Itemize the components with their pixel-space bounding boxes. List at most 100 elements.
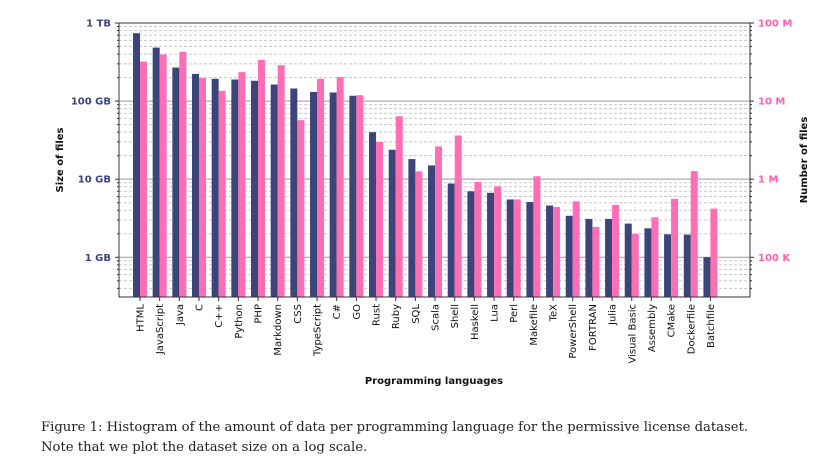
x-tick-label: GO <box>352 304 363 320</box>
y-tick-label: 1 TB <box>86 19 111 30</box>
x-tick-label: C# <box>332 304 343 319</box>
y-tick-label: 100 GB <box>71 97 111 108</box>
bar-size-java <box>172 67 180 297</box>
bar-size-haskell <box>467 191 475 297</box>
bar-files-javascript <box>159 54 167 298</box>
bar-files-java <box>179 51 187 297</box>
bar-size-c- <box>211 78 219 297</box>
bar-files-rust <box>376 141 384 297</box>
x-tick-label: JavaScript <box>155 304 166 355</box>
x-tick-label: Python <box>234 304 245 339</box>
bar-files-sql <box>415 171 423 297</box>
x-tick-label: HTML <box>136 304 147 332</box>
bar-size-fortran <box>585 218 593 297</box>
bar-size-cmake <box>664 234 672 297</box>
bar-files-ruby <box>395 116 403 297</box>
x-tick-label: Ruby <box>391 304 402 329</box>
bar-files-visual-basic <box>631 233 639 297</box>
bar-files-go <box>356 95 364 297</box>
x-tick-label: C <box>195 304 206 311</box>
x-tick-label: PowerShell <box>568 304 579 359</box>
y2-tick-label: 1 M <box>758 175 778 186</box>
bar-size-assembly <box>644 228 652 297</box>
bar-files-fortran <box>592 226 600 297</box>
y-tick-label: 1 GB <box>85 253 111 264</box>
bar-files-css <box>297 120 305 297</box>
bar-files-shell <box>454 135 462 297</box>
y2-axis-title: Number of files <box>799 117 810 204</box>
bar-size-julia <box>605 218 613 297</box>
x-tick-label: TeX <box>549 304 560 323</box>
bar-size-powershell <box>565 215 573 297</box>
bar-size-html <box>133 33 140 297</box>
x-tick-label: Haskell <box>470 304 481 340</box>
x-tick-label: Rust <box>372 304 383 326</box>
bar-size-perl <box>506 199 514 297</box>
bar-files-assembly <box>651 217 659 297</box>
x-tick-label: SQL <box>411 304 422 324</box>
bar-size-typescript <box>310 91 318 297</box>
bar-files-markdown <box>277 65 285 297</box>
caption-line-2: Note that we plot the dataset size on a … <box>41 440 368 455</box>
x-tick-label: CMake <box>667 304 678 337</box>
figure-caption: Figure 1: Histogram of the amount of dat… <box>41 418 831 458</box>
bar-size-dockerfile <box>683 234 691 297</box>
bar-size-visual-basic <box>624 223 632 297</box>
x-tick-label: Lua <box>490 304 501 322</box>
bar-files-julia <box>612 204 620 297</box>
y2-tick-label: 100 M <box>758 19 792 30</box>
bar-files-cmake <box>671 198 679 297</box>
y2-tick-label: 10 M <box>758 97 785 108</box>
x-tick-label: Batchfile <box>706 304 717 348</box>
bar-size-markdown <box>270 84 278 297</box>
bar-size-shell <box>447 183 455 297</box>
bar-size-ruby <box>388 149 396 297</box>
bar-size-javascript <box>152 47 160 298</box>
bar-size-rust <box>369 132 377 297</box>
bar-size-css <box>290 88 298 297</box>
bar-files-haskell <box>474 182 482 297</box>
x-tick-label: TypeScript <box>313 304 324 357</box>
caption-line-1: Figure 1: Histogram of the amount of dat… <box>41 420 749 435</box>
x-tick-label: Dockerfile <box>686 304 697 354</box>
bar-files-python <box>238 72 246 298</box>
bar-size-sql <box>408 159 416 297</box>
x-tick-label: Makefile <box>529 304 540 346</box>
x-tick-label: C++ <box>214 304 225 328</box>
bar-size-php <box>251 80 259 297</box>
bars <box>133 33 718 298</box>
bar-chart: 1 GB 10 GB 100 GB 1 TB 100 K 1 M 10 M 100 M HTML… <box>55 19 810 388</box>
bar-size-scala <box>428 165 436 297</box>
bar-size-python <box>231 79 239 297</box>
x-tick-label: PHP <box>254 304 265 324</box>
bar-size-c- <box>329 92 337 297</box>
bar-files-tex <box>553 207 561 297</box>
bar-files-scala <box>435 146 443 297</box>
bar-files-powershell <box>572 201 580 297</box>
bar-size-makefile <box>526 202 534 297</box>
bar-files-c- <box>218 90 226 297</box>
y2-tick-label: 100 K <box>758 253 791 264</box>
y-tick-label: 10 GB <box>78 175 111 186</box>
bar-size-batchfile <box>703 257 711 297</box>
bar-files-html <box>140 61 147 297</box>
bar-size-go <box>349 95 357 298</box>
x-tick-label: CSS <box>293 304 304 324</box>
bar-files-makefile <box>533 176 541 297</box>
bar-files-batchfile <box>710 208 718 297</box>
y-axis-title: Size of files <box>55 127 66 192</box>
x-tick-label: Markdown <box>273 304 284 356</box>
tick-labels: 1 GB 10 GB 100 GB 1 TB 100 K 1 M 10 M 100 M HTML… <box>71 19 793 364</box>
bar-size-tex <box>546 205 554 297</box>
bar-files-php <box>258 59 266 297</box>
x-tick-label: Julia <box>608 304 619 326</box>
x-tick-label: Assembly <box>647 304 658 352</box>
plot-frame <box>118 22 751 298</box>
x-axis-title: Programming languages <box>365 376 503 387</box>
bar-files-typescript <box>317 78 325 297</box>
x-tick-label: Perl <box>509 304 520 323</box>
bar-size-c <box>192 73 200 297</box>
x-tick-label: Shell <box>450 304 461 328</box>
bar-size-lua <box>487 192 495 297</box>
bar-files-c <box>199 78 207 297</box>
